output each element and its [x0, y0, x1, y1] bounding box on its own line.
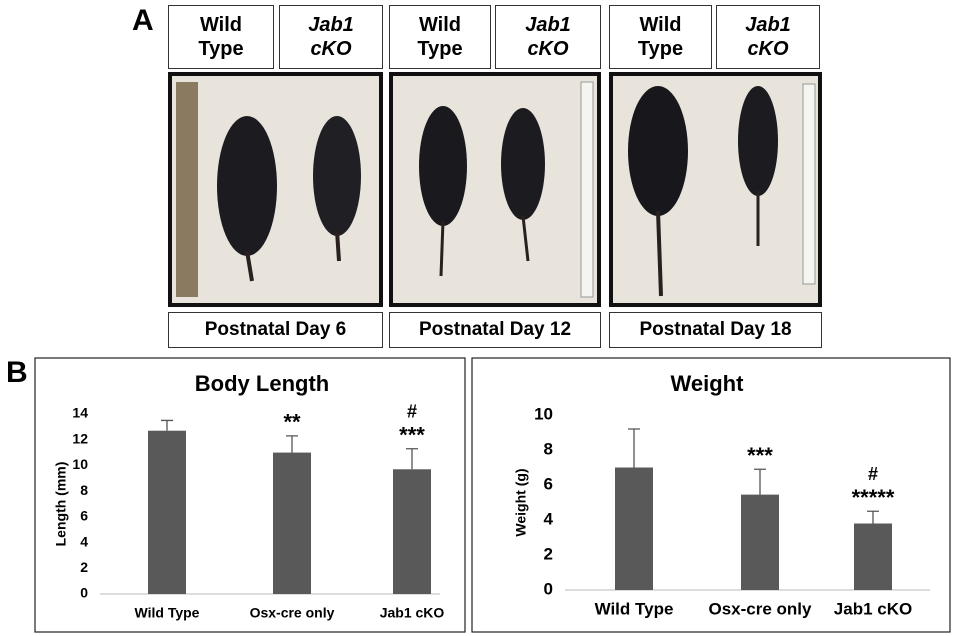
significance: **	[283, 410, 301, 435]
chart-title: Weight	[671, 371, 745, 396]
y-tick-label: 10	[534, 404, 553, 423]
x-tick-label: Osx-cre only	[250, 605, 335, 621]
header: Wild Type	[168, 5, 274, 69]
x-tick-label: Jab1 cKO	[834, 599, 912, 618]
x-tick-label: Jab1 cKO	[380, 605, 445, 621]
y-axis-label: Weight (g)	[513, 468, 529, 536]
significance: ***	[399, 423, 425, 448]
bar	[854, 523, 892, 590]
y-tick-label: 2	[80, 559, 88, 575]
y-tick-label: 10	[72, 456, 88, 472]
y-tick-label: 12	[72, 430, 88, 446]
y-tick-label: 6	[80, 508, 88, 524]
error-bar	[406, 448, 418, 470]
caption: Postnatal Day 18	[609, 312, 822, 348]
x-tick-label: Wild Type	[595, 599, 674, 618]
y-axis-label: Length (mm)	[53, 462, 69, 547]
y-tick-label: 4	[544, 509, 554, 528]
chart-title: Body Length	[195, 371, 329, 396]
significance: ***	[747, 443, 773, 468]
y-tick-label: 8	[80, 482, 88, 498]
error-bar	[867, 510, 879, 524]
significance-hash: #	[868, 464, 878, 484]
y-tick-label: 14	[72, 405, 88, 421]
bar	[393, 469, 431, 594]
y-tick-label: 0	[544, 579, 553, 598]
significance-hash: #	[407, 401, 417, 421]
header: Jab1 cKO	[279, 5, 383, 69]
y-tick-label: 0	[80, 585, 88, 601]
header: Wild Type	[609, 5, 712, 69]
bar	[273, 452, 311, 594]
mice	[419, 81, 594, 298]
photo	[389, 72, 601, 307]
caption: Postnatal Day 6	[168, 312, 383, 348]
x-tick-label: Osx-cre only	[709, 599, 813, 618]
chart-frame	[471, 357, 951, 633]
error-bar	[628, 428, 640, 468]
y-tick-label: 2	[544, 544, 553, 563]
x-tick-label: Wild Type	[135, 605, 200, 621]
mice	[176, 82, 361, 297]
panel-label: B	[6, 356, 28, 389]
panel-label: A	[132, 4, 154, 37]
bar	[148, 430, 186, 594]
error-bar	[161, 419, 173, 431]
header: Wild Type	[389, 5, 491, 69]
mice	[628, 83, 816, 297]
significance: *****	[852, 485, 895, 510]
caption: Postnatal Day 12	[389, 312, 601, 348]
photo	[609, 72, 822, 307]
header: Jab1 cKO	[716, 5, 820, 69]
bar	[741, 494, 779, 590]
y-tick-label: 6	[544, 474, 553, 493]
bar	[615, 467, 653, 590]
chart-frame	[34, 357, 466, 633]
error-bar	[754, 468, 766, 495]
photo	[168, 72, 383, 307]
y-tick-label: 4	[80, 533, 88, 549]
error-bar	[286, 435, 298, 453]
header: Jab1 cKO	[495, 5, 601, 69]
y-tick-label: 8	[544, 439, 553, 458]
